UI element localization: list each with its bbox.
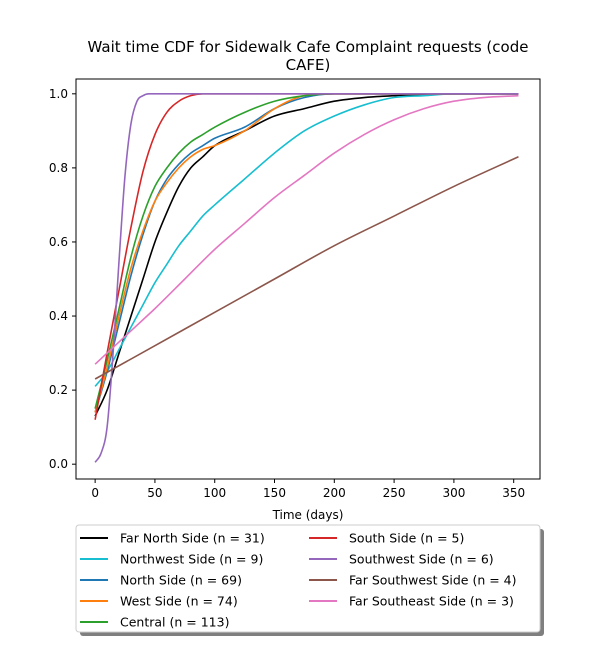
legend-label-8: Far Southwest Side (n = 4) [349, 573, 517, 588]
legend-label-5: Central (n = 113) [120, 615, 229, 630]
legend-label-3: North Side (n = 69) [120, 573, 242, 588]
x-tick-label: 100 [203, 486, 226, 500]
x-axis-label: Time (days) [272, 508, 344, 522]
legend-label-9: Far Southeast Side (n = 3) [349, 594, 514, 609]
y-tick-label: 0.8 [49, 161, 68, 175]
series-line-7 [94, 93, 519, 463]
series-line-5 [94, 93, 519, 409]
series-line-2 [94, 93, 519, 387]
x-axis-ticks: 0 50 100 150 200 250 300 350 [91, 479, 525, 500]
legend-label-7: Southwest Side (n = 6) [349, 552, 494, 567]
y-tick-label: 0.6 [49, 235, 68, 249]
series-line-3 [94, 93, 519, 413]
x-tick-label: 250 [383, 486, 406, 500]
legend-label-6: South Side (n = 5) [349, 531, 464, 546]
x-tick-label: 350 [502, 486, 525, 500]
legend-items: Far North Side (n = 31) Northwest Side (n… [80, 531, 517, 630]
series-line-8 [94, 156, 519, 380]
legend: Far North Side (n = 31) Northwest Side (n… [75, 524, 544, 636]
legend-label-1: Far North Side (n = 31) [120, 531, 265, 546]
x-tick-label: 150 [263, 486, 286, 500]
legend-box [75, 524, 541, 633]
legend-label-4: West Side (n = 74) [120, 594, 238, 609]
x-tick-label: 50 [147, 486, 162, 500]
chart-title-line2: CAFE) [286, 56, 331, 74]
series-line-1 [94, 93, 519, 417]
legend-label-2: Northwest Side (n = 9) [120, 552, 263, 567]
x-tick-label: 0 [91, 486, 99, 500]
x-tick-label: 300 [442, 486, 465, 500]
series-line-9 [94, 94, 519, 365]
chart-title-line1: Wait time CDF for Sidewalk Cafe Complain… [88, 38, 529, 56]
y-tick-label: 0.2 [49, 383, 68, 397]
y-tick-label: 0.0 [49, 457, 68, 471]
y-tick-label: 1.0 [49, 87, 68, 101]
series-layer [94, 93, 519, 463]
y-axis-ticks: 0.0 0.2 0.4 0.6 0.8 1.0 [49, 87, 76, 471]
x-tick-label: 200 [323, 486, 346, 500]
plot-frame [75, 78, 541, 480]
y-tick-label: 0.4 [49, 309, 68, 323]
